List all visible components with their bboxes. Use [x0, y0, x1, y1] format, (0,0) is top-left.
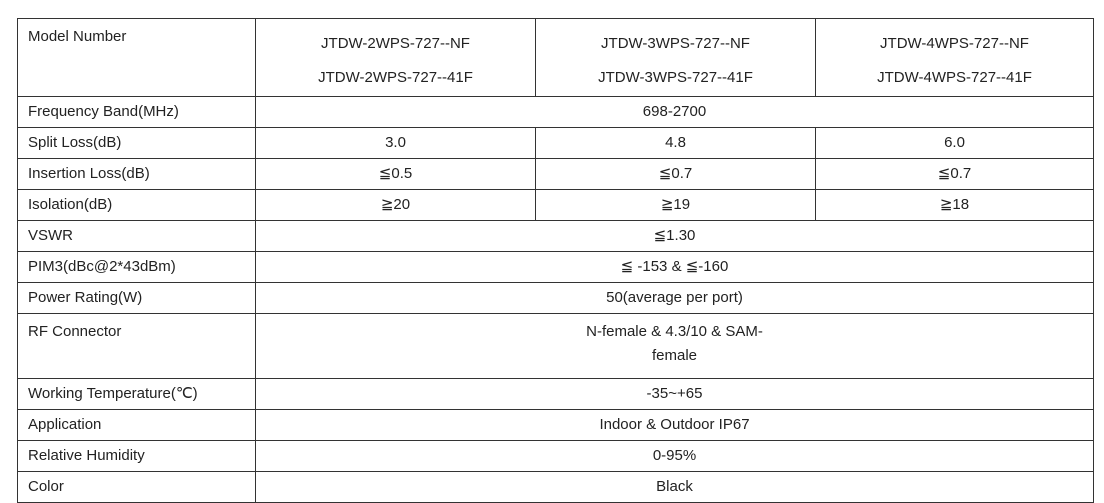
- model-cell: JTDW-3WPS-727--NF JTDW-3WPS-727--41F: [535, 18, 816, 97]
- value-cell: 50(average per port): [255, 282, 1094, 314]
- model-text: JTDW-3WPS-727--NF: [601, 35, 750, 52]
- value-cell: 3.0: [255, 127, 536, 159]
- value-text: 4.8: [665, 134, 686, 151]
- value-text: 3.0: [385, 134, 406, 151]
- row-label: Insertion Loss(dB): [17, 158, 256, 190]
- model-cell: JTDW-2WPS-727--NF JTDW-2WPS-727--41F: [255, 18, 536, 97]
- value-cell: 6.0: [815, 127, 1094, 159]
- row-label: Frequency Band(MHz): [17, 96, 256, 128]
- value-cell: 4.8: [535, 127, 816, 159]
- model-text: JTDW-3WPS-727--41F: [598, 69, 753, 86]
- value-cell: Indoor & Outdoor IP67: [255, 409, 1094, 441]
- value-cell: Black: [255, 471, 1094, 503]
- value-text: Black: [656, 478, 693, 495]
- spec-row: RF Connector N-female & 4.3/10 & SAM-fema…: [17, 313, 1094, 379]
- value-cell: ≦ -153 & ≦-160: [255, 251, 1094, 283]
- row-label: VSWR: [17, 220, 256, 252]
- value-text: female: [651, 347, 698, 364]
- spec-row: Split Loss(dB) 3.0 4.8 6.0: [17, 127, 1094, 159]
- row-label: Power Rating(W): [17, 282, 256, 314]
- spec-row: PIM3(dBc@2*43dBm) ≦ -153 & ≦-160: [17, 251, 1094, 283]
- label-text: Relative Humidity: [28, 447, 145, 464]
- value-text: 50(average per port): [606, 289, 743, 306]
- value-cell: ≦0.7: [535, 158, 816, 190]
- spec-row: Application Indoor & Outdoor IP67: [17, 409, 1094, 441]
- model-text: JTDW-4WPS-727--41F: [877, 69, 1032, 86]
- model-text: JTDW-4WPS-727--NF: [880, 35, 1029, 52]
- row-label: Working Temperature(℃): [17, 378, 256, 410]
- label-text: Application: [28, 416, 102, 433]
- value-cell: ≧18: [815, 189, 1094, 221]
- row-label: Relative Humidity: [17, 440, 256, 472]
- value-text: Indoor & Outdoor IP67: [599, 416, 750, 433]
- row-label: RF Connector: [17, 313, 256, 379]
- value-cell: ≦0.7: [815, 158, 1094, 190]
- label-text: VSWR: [28, 227, 73, 244]
- value-text: ≧19: [660, 196, 691, 213]
- value-text: ≦ -153 & ≦-160: [620, 258, 729, 275]
- row-label: Split Loss(dB): [17, 127, 256, 159]
- spec-row: Insertion Loss(dB) ≦0.5 ≦0.7 ≦0.7: [17, 158, 1094, 190]
- value-text: N-female & 4.3/10 & SAM-: [586, 323, 763, 340]
- value-text: ≧20: [380, 196, 411, 213]
- value-text: -35~+65: [646, 385, 703, 402]
- label-text: Split Loss(dB): [28, 134, 122, 151]
- value-text: 6.0: [944, 134, 965, 151]
- spec-row: Frequency Band(MHz) 698-2700: [17, 96, 1094, 128]
- spec-row: Isolation(dB) ≧20 ≧19 ≧18: [17, 189, 1094, 221]
- row-label: Model Number: [17, 18, 256, 97]
- value-cell: ≧20: [255, 189, 536, 221]
- value-text: ≦0.7: [658, 165, 693, 182]
- model-text: JTDW-2WPS-727--41F: [318, 69, 473, 86]
- label-text: Color: [28, 478, 64, 495]
- label-text: Working Temperature(℃): [28, 385, 198, 402]
- value-text: ≦1.30: [653, 227, 696, 244]
- spec-row: VSWR ≦1.30: [17, 220, 1094, 252]
- value-cell: 698-2700: [255, 96, 1094, 128]
- model-cell: JTDW-4WPS-727--NF JTDW-4WPS-727--41F: [815, 18, 1094, 97]
- value-cell: ≦1.30: [255, 220, 1094, 252]
- value-text: 0-95%: [652, 447, 697, 464]
- spec-row: Color Black: [17, 471, 1094, 503]
- row-label: Application: [17, 409, 256, 441]
- label-text: Insertion Loss(dB): [28, 165, 150, 182]
- label-text: Frequency Band(MHz): [28, 103, 179, 120]
- value-cell: 0-95%: [255, 440, 1094, 472]
- row-label: Color: [17, 471, 256, 503]
- label-text: Power Rating(W): [28, 289, 143, 306]
- row-label: PIM3(dBc@2*43dBm): [17, 251, 256, 283]
- model-text: JTDW-2WPS-727--NF: [321, 35, 470, 52]
- header-row: Model Number JTDW-2WPS-727--NF JTDW-2WPS-7…: [17, 18, 1094, 97]
- value-cell: -35~+65: [255, 378, 1094, 410]
- value-text: ≧18: [939, 196, 970, 213]
- label-text: PIM3(dBc@2*43dBm): [28, 258, 176, 275]
- value-text: ≦0.7: [937, 165, 972, 182]
- spec-row: Power Rating(W) 50(average per port): [17, 282, 1094, 314]
- row-label: Isolation(dB): [17, 189, 256, 221]
- value-text: 698-2700: [642, 103, 707, 120]
- spec-row: Relative Humidity 0-95%: [17, 440, 1094, 472]
- label-text: Model Number: [28, 28, 127, 45]
- spec-row: Working Temperature(℃) -35~+65: [17, 378, 1094, 410]
- value-cell: ≦0.5: [255, 158, 536, 190]
- value-cell: N-female & 4.3/10 & SAM-female: [255, 313, 1094, 379]
- value-cell: ≧19: [535, 189, 816, 221]
- spec-table: Model Number JTDW-2WPS-727--NF JTDW-2WPS-7…: [17, 18, 1094, 503]
- label-text: Isolation(dB): [28, 196, 113, 213]
- value-text: ≦0.5: [378, 165, 413, 182]
- label-text: RF Connector: [28, 323, 122, 340]
